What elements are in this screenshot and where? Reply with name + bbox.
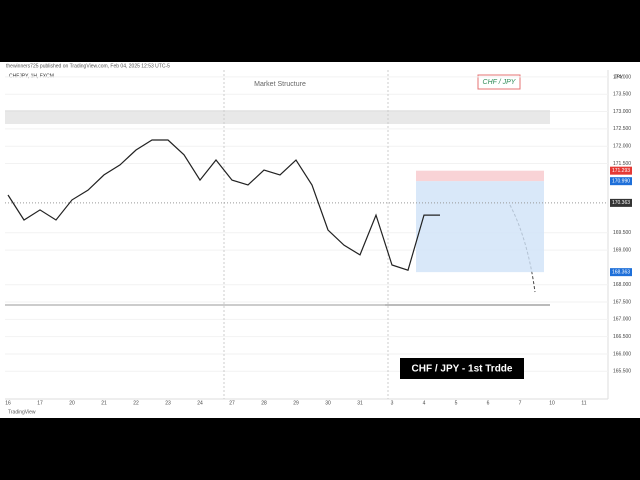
price-tag: [610, 177, 632, 186]
badge: CHF / JPY: [483, 79, 517, 86]
y-tick-label: 174.000: [613, 74, 631, 80]
x-tick-label: 24: [197, 400, 203, 406]
y-tick-label: 166.000: [613, 351, 631, 357]
chart-title: Market Structure: [254, 81, 306, 88]
y-tick-label: 171.500: [613, 161, 631, 167]
x-tick-label: 22: [133, 400, 139, 406]
caption: CHF / JPY - 1st Trdde: [412, 364, 513, 375]
y-tick-label: 172.500: [613, 126, 631, 132]
x-tick-label: 3: [391, 400, 394, 406]
x-tick-label: 6: [487, 400, 490, 406]
x-tick-label: 17: [37, 400, 43, 406]
y-tick-label: 167.500: [613, 299, 631, 305]
y-tick-label: 173.500: [613, 92, 631, 98]
zone: [5, 110, 550, 124]
stop-zone: [416, 170, 544, 182]
x-tick-label: 7: [519, 400, 522, 406]
y-tick-label: 169.000: [613, 247, 631, 253]
badge-box: [477, 74, 521, 90]
price-line: [7, 139, 440, 271]
price-tag: [610, 198, 632, 207]
price-tag-label: 170.990: [612, 178, 630, 184]
y-tick-label: 173.000: [613, 109, 631, 115]
price-tag-label: 168.363: [612, 269, 630, 275]
y-tick-label: 167.000: [613, 317, 631, 323]
currency: JPY: [614, 74, 624, 80]
x-tick-label: 31: [357, 400, 363, 406]
x-tick-label: 21: [101, 400, 107, 406]
price-tag-label: 171.293: [612, 168, 630, 174]
x-tick-label: 29: [293, 400, 299, 406]
caption-box: [400, 358, 524, 379]
x-tick-label: 4: [423, 400, 426, 406]
x-tick-label: 30: [325, 400, 331, 406]
header: thewinners725 published on TradingView.c…: [6, 63, 170, 69]
symbol: CHFJPY, 1H, FXCM: [9, 73, 54, 79]
x-tick-label: 10: [549, 400, 555, 406]
x-tick-label: 5: [455, 400, 458, 406]
price-tag-label: 170.363: [612, 200, 630, 206]
price-tag: [610, 268, 632, 277]
x-tick-label: 27: [229, 400, 235, 406]
y-tick-label: 172.000: [613, 144, 631, 150]
x-tick-label: 28: [261, 400, 267, 406]
x-tick-label: 11: [581, 400, 586, 406]
x-tick-label: 23: [165, 400, 171, 406]
y-tick-label: 166.500: [613, 334, 631, 340]
y-tick-label: 169.500: [613, 230, 631, 236]
x-tick-label: 20: [69, 400, 75, 406]
price-tag: [610, 166, 632, 175]
footer: TradingView: [8, 409, 36, 415]
y-tick-label: 165.500: [613, 369, 631, 375]
x-tick-label: 16: [5, 400, 11, 406]
target-zone: [416, 181, 544, 273]
y-tick-label: 168.000: [613, 282, 631, 288]
